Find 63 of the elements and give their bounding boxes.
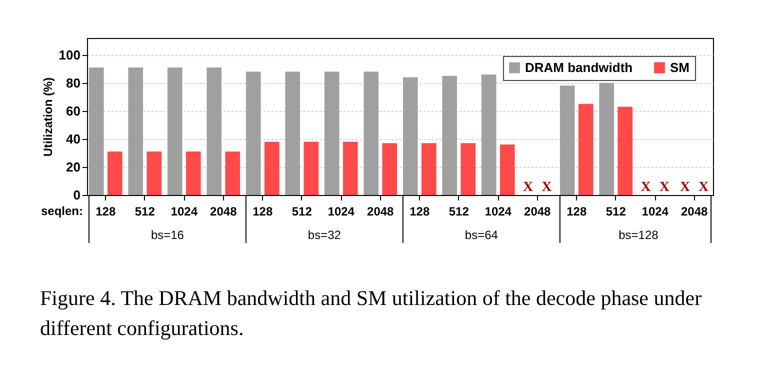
text: X <box>680 180 690 195</box>
bar <box>146 152 162 195</box>
bar <box>285 72 300 195</box>
bar <box>578 104 594 195</box>
text: seqlen: <box>40 204 83 218</box>
y-tick-label: 80 <box>66 75 80 90</box>
bar <box>107 152 122 195</box>
bar <box>442 76 458 195</box>
x-tick-label: 128 <box>252 204 273 218</box>
text: bs=16 <box>150 228 184 242</box>
bar <box>304 142 319 195</box>
x-tick-label: 2048 <box>367 204 394 218</box>
text: bs=128 <box>618 228 659 242</box>
legend-label: SM <box>670 60 690 75</box>
text: X <box>542 180 552 195</box>
x-tick-label: 128 <box>96 204 116 218</box>
legend-label: DRAM bandwidth <box>525 60 633 75</box>
x-tick-label: 1024 <box>642 204 669 218</box>
x-tick-label: 512 <box>448 204 470 218</box>
bar <box>421 143 436 195</box>
text: X <box>640 180 651 195</box>
bar <box>618 106 633 195</box>
bar <box>500 144 515 195</box>
bar <box>264 142 280 195</box>
bar <box>382 143 398 195</box>
x-tick-label: 2048 <box>681 204 708 218</box>
x-tick-label: 512 <box>134 204 156 218</box>
y-tick-label: 0 <box>73 188 80 202</box>
text: X <box>659 180 670 195</box>
x-tick-label: 512 <box>292 204 312 218</box>
y-tick-label: 40 <box>66 131 80 146</box>
x-tick-label: 1024 <box>328 204 355 218</box>
text: X <box>698 180 709 195</box>
text: X <box>523 180 534 195</box>
x-tick-label: 128 <box>410 204 430 218</box>
bar <box>88 67 104 195</box>
x-tick-label: 128 <box>566 204 587 218</box>
bar <box>481 74 496 195</box>
bar <box>364 72 379 195</box>
x-tick-label: 512 <box>606 204 626 218</box>
bar <box>246 72 261 195</box>
bar <box>402 77 418 195</box>
text: bs=32 <box>308 228 342 242</box>
bar <box>460 143 476 195</box>
y-tick-label: 60 <box>66 103 80 118</box>
x-tick-label: 2048 <box>210 204 238 218</box>
bar <box>342 142 358 195</box>
y-tick-label: 100 <box>58 47 80 62</box>
x-tick-label: 2048 <box>524 204 552 218</box>
bar <box>225 152 240 195</box>
x-tick-label: 1024 <box>484 204 512 218</box>
x-tick-label: 1024 <box>170 204 198 218</box>
bar <box>560 86 575 195</box>
bar <box>128 67 144 195</box>
bar <box>324 72 340 195</box>
bar <box>206 67 222 195</box>
text: bs=64 <box>464 228 498 242</box>
caption: Figure 4. The DRAM bandwidth and SM utilization of the decode phase under different configurations. <box>40 285 703 342</box>
bar <box>167 67 182 195</box>
bar <box>599 82 614 195</box>
y-tick-label: 20 <box>66 159 80 174</box>
bar <box>186 152 201 195</box>
y-axis-title: Utilization (%) <box>40 77 55 157</box>
